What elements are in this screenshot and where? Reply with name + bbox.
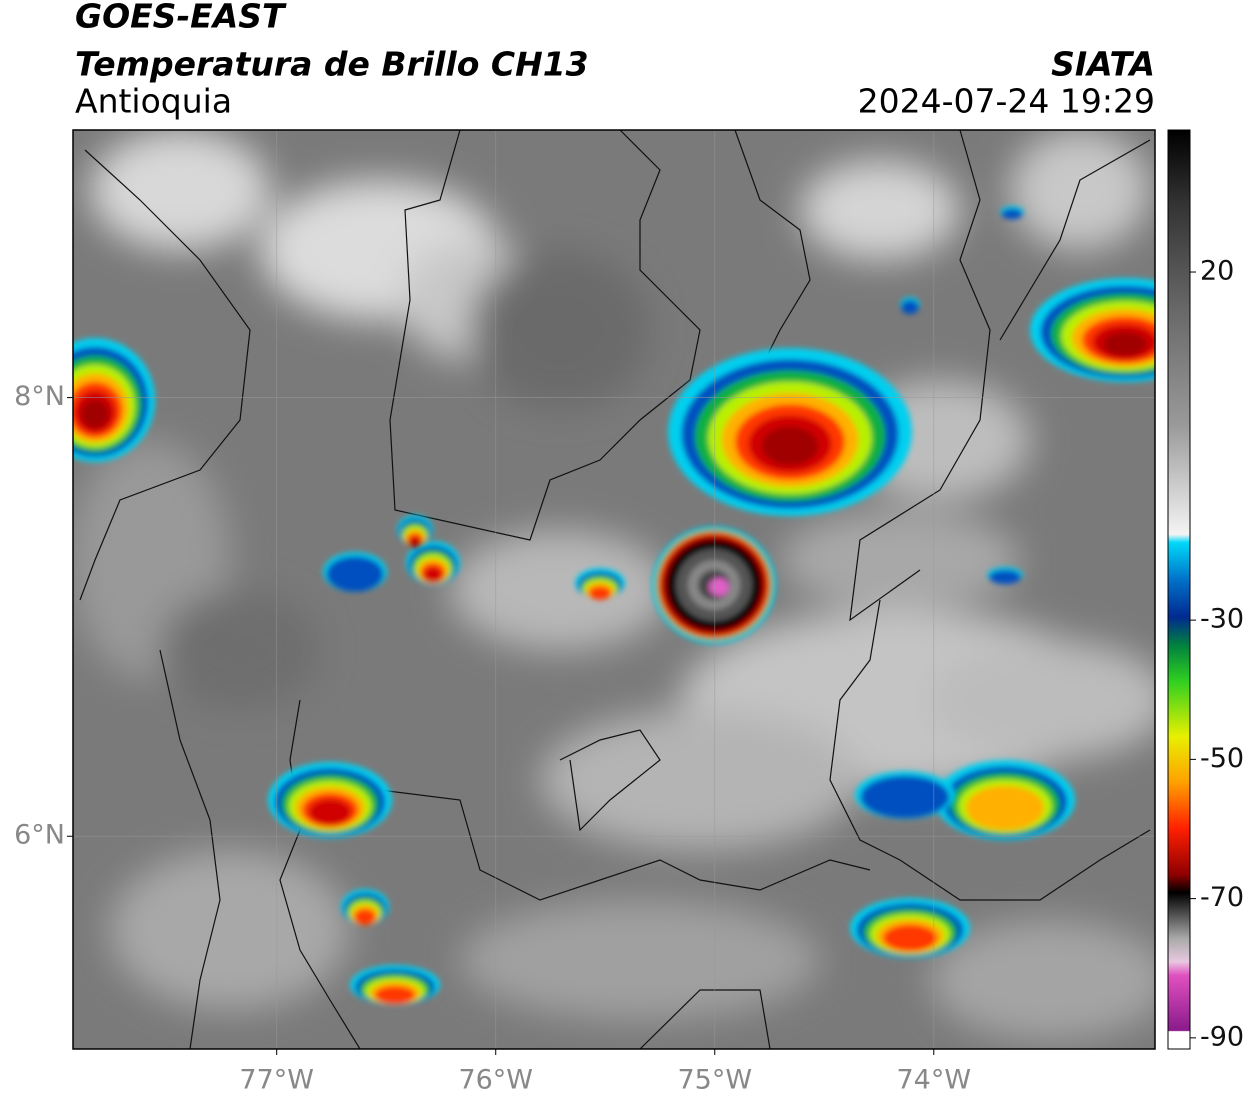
cell-band — [354, 908, 376, 926]
cell-band — [588, 586, 612, 600]
cell-band — [709, 578, 729, 596]
subtitle: Temperatura de Brillo CH13 — [75, 45, 589, 84]
storm-cell — [350, 965, 440, 1005]
region: Antioquia — [75, 82, 232, 121]
storm-cell — [575, 568, 625, 600]
colorbar-tick-label: -90 — [1200, 1021, 1244, 1052]
cell-band — [326, 556, 384, 592]
storm-cell — [668, 348, 912, 516]
cell-band — [901, 299, 919, 315]
colorbar-tick-label: 20 — [1200, 256, 1234, 287]
cell-band — [423, 567, 443, 583]
colorbar — [1167, 129, 1191, 1050]
cell-band — [988, 569, 1022, 585]
storm-cell — [855, 771, 955, 819]
y-tick-label: 8°N — [14, 381, 65, 412]
title: GOES-EAST — [75, 0, 287, 36]
storm-cell — [73, 338, 155, 462]
storm-cell — [987, 567, 1023, 585]
datetime: 2024-07-24 19:29 — [858, 82, 1155, 121]
axis-labels: 77°W 76°W 75°W 74°W 8°N 6°N 20 -30 -50 -70 -90 — [14, 256, 1244, 1096]
y-tick-label: 6°N — [14, 820, 65, 851]
storm-cell — [341, 889, 389, 926]
storm-cell — [397, 515, 433, 548]
borders — [79, 130, 1151, 1049]
colorbar-tick-label: -30 — [1200, 604, 1244, 635]
cell-band — [81, 399, 109, 429]
x-tick-label: 74°W — [897, 1065, 972, 1096]
map — [73, 130, 1155, 1049]
cell-band — [965, 785, 1045, 831]
x-tick-label: 76°W — [458, 1065, 533, 1096]
storm-cell — [268, 762, 392, 838]
map-frame — [72, 129, 1156, 1050]
x-tick-label: 75°W — [677, 1065, 752, 1096]
storm-cell — [406, 541, 460, 585]
storm-cell — [1030, 278, 1155, 382]
cell-band — [761, 426, 819, 466]
storm-cell — [1000, 206, 1024, 220]
storm-cell — [850, 898, 970, 958]
colorbar-tick-label: -70 — [1200, 882, 1244, 913]
storm-cell — [323, 552, 387, 592]
source: SIATA — [1051, 45, 1155, 84]
graticule — [73, 130, 1155, 1049]
storm-cell-core — [652, 526, 776, 644]
cell-band — [883, 924, 937, 952]
storm-cell — [935, 760, 1075, 840]
cell-band — [1001, 208, 1023, 220]
storm-cell — [900, 297, 920, 315]
cell-band — [860, 775, 950, 819]
cell-band — [1103, 332, 1147, 356]
cell-band — [308, 799, 352, 825]
cell-band — [410, 540, 420, 548]
convective-cells — [73, 206, 1155, 1005]
cell-band — [374, 986, 416, 1004]
colorbar-tick-label: -50 — [1200, 743, 1244, 774]
x-tick-label: 77°W — [239, 1065, 314, 1096]
